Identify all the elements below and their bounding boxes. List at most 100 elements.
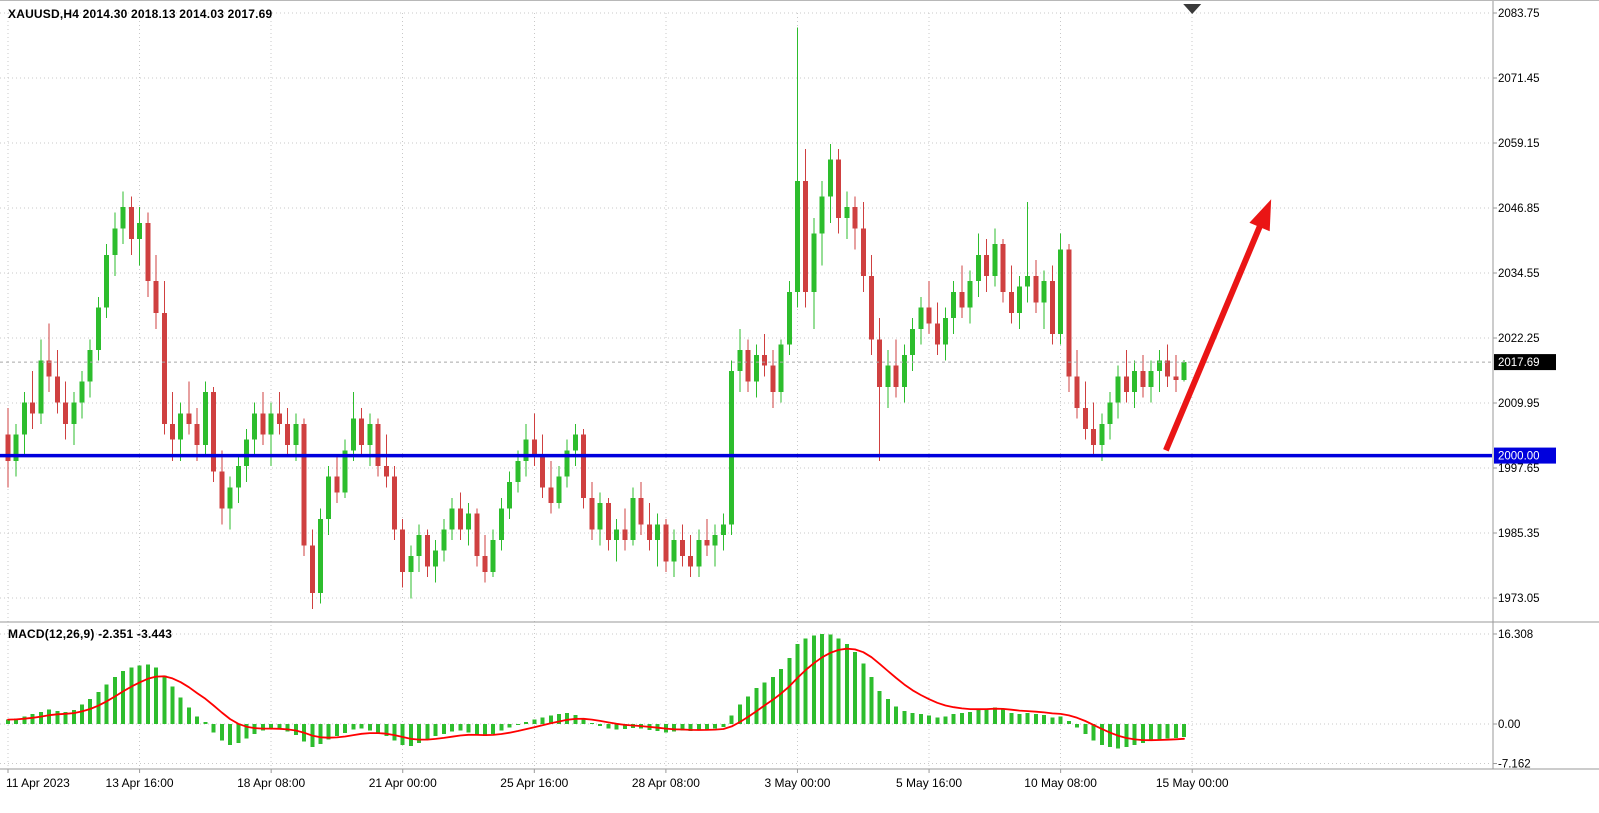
- macd-histogram-bar: [737, 704, 742, 724]
- macd-histogram-bar: [1132, 724, 1137, 745]
- macd-histogram-bar: [556, 714, 561, 724]
- candle-body: [416, 534, 422, 556]
- macd-histogram-bar: [1099, 724, 1104, 745]
- time-tick-label: 13 Apr 16:00: [106, 776, 174, 790]
- time-tick-label: 3 May 00:00: [764, 776, 830, 790]
- macd-histogram-bar: [228, 724, 233, 745]
- macd-histogram-bar: [548, 715, 553, 724]
- candle-body: [688, 555, 694, 567]
- candle-body: [326, 476, 332, 519]
- macd-histogram-bar: [400, 724, 405, 745]
- candle-body: [153, 281, 159, 313]
- macd-histogram-bar: [450, 724, 455, 732]
- candle-body: [1181, 362, 1187, 381]
- macd-histogram-bar: [853, 652, 858, 724]
- macd-histogram-bar: [71, 710, 76, 724]
- time-tick-label: 28 Apr 08:00: [632, 776, 700, 790]
- macd-histogram-bar: [532, 719, 537, 724]
- candle-body: [71, 402, 77, 424]
- candle-body: [860, 228, 866, 276]
- candle-body: [868, 275, 874, 340]
- macd-histogram-bar: [1165, 724, 1170, 739]
- time-tick-label: 21 Apr 00:00: [369, 776, 437, 790]
- macd-histogram-bar: [334, 724, 339, 737]
- candle-body: [975, 254, 981, 282]
- macd-histogram-bar: [178, 697, 183, 724]
- macd-plot-area[interactable]: [0, 623, 1492, 769]
- drawn-annotations: [1163, 4, 1272, 452]
- macd-histogram-bar: [1107, 724, 1112, 748]
- macd-histogram-bar: [894, 706, 899, 724]
- candle-body: [21, 402, 27, 435]
- candle-body: [383, 466, 389, 477]
- macd-histogram-bar: [869, 677, 874, 724]
- candle-body: [745, 349, 751, 382]
- trend-arrow-head-icon[interactable]: [1249, 199, 1272, 232]
- candle-body: [1025, 275, 1031, 287]
- candlestick-series: [5, 27, 1187, 609]
- main-plot-area[interactable]: [0, 1, 1492, 622]
- candle-body: [293, 423, 299, 446]
- macd-histogram-bar: [186, 707, 191, 724]
- candle-body: [120, 207, 126, 229]
- candle-body: [482, 555, 488, 572]
- candle-body: [498, 508, 504, 541]
- macd-histogram-bar: [540, 717, 545, 724]
- macd-histogram-bar: [104, 684, 109, 724]
- candle-body: [342, 450, 348, 493]
- candle-body: [712, 534, 718, 546]
- candle-body: [548, 487, 554, 504]
- macd-histogram-bar: [441, 724, 446, 734]
- macd-histogram-bar: [137, 665, 142, 724]
- candle-body: [786, 291, 792, 345]
- candle-body: [638, 497, 644, 525]
- candle-body: [1107, 402, 1113, 424]
- candle-body: [1049, 281, 1055, 335]
- candle-body: [1099, 423, 1105, 446]
- candle-body: [145, 223, 151, 282]
- price-tick-label: 2046.85: [1498, 203, 1540, 215]
- candle-body: [95, 307, 101, 350]
- macd-histogram-bar: [984, 708, 989, 724]
- macd-histogram-bar: [260, 724, 265, 731]
- candle-body: [852, 207, 858, 229]
- price-tick-label: 2083.75: [1498, 8, 1540, 20]
- macd-histogram-bar: [836, 638, 841, 724]
- macd-histogram-bar: [499, 724, 504, 731]
- macd-panel: [6, 633, 1186, 749]
- candle-body: [581, 434, 587, 498]
- candle-body: [1008, 291, 1014, 313]
- macd-histogram-bar: [795, 643, 800, 724]
- macd-histogram-bar: [811, 635, 816, 724]
- axes: 2083.75 2071.45 2059.15 2046.85 2034.55 2022.…: [6, 8, 1556, 790]
- macd-histogram-bar: [951, 714, 956, 724]
- macd-histogram-bar: [803, 638, 808, 724]
- macd-histogram-bar: [343, 724, 348, 733]
- macd-histogram-bar: [6, 719, 10, 724]
- chart-shift-marker-icon[interactable]: [1183, 4, 1202, 14]
- candle-body: [400, 529, 406, 572]
- macd-histogram-bar: [828, 634, 833, 724]
- price-overlays: [0, 361, 1492, 458]
- macd-histogram-bar: [844, 643, 849, 724]
- macd-histogram-bar: [598, 724, 603, 727]
- candle-body: [54, 376, 60, 403]
- candle-body: [943, 318, 949, 345]
- macd-histogram-bar: [203, 721, 208, 724]
- macd-histogram-bar: [392, 724, 397, 741]
- macd-histogram-bar: [466, 724, 471, 733]
- macd-level-label: 0.00: [1498, 719, 1520, 731]
- price-axis[interactable]: [1493, 1, 1599, 769]
- macd-histogram-bar: [705, 724, 710, 730]
- candle-body: [679, 540, 685, 556]
- candle-body: [350, 418, 356, 451]
- candle-body: [466, 513, 472, 530]
- trend-arrow-shaft[interactable]: [1163, 218, 1266, 452]
- candle-body: [556, 476, 562, 504]
- macd-histogram-bar: [1017, 714, 1022, 724]
- candle-body: [910, 328, 916, 356]
- candle-body: [1123, 376, 1129, 393]
- candle-body: [622, 529, 628, 541]
- candle-body: [408, 555, 414, 572]
